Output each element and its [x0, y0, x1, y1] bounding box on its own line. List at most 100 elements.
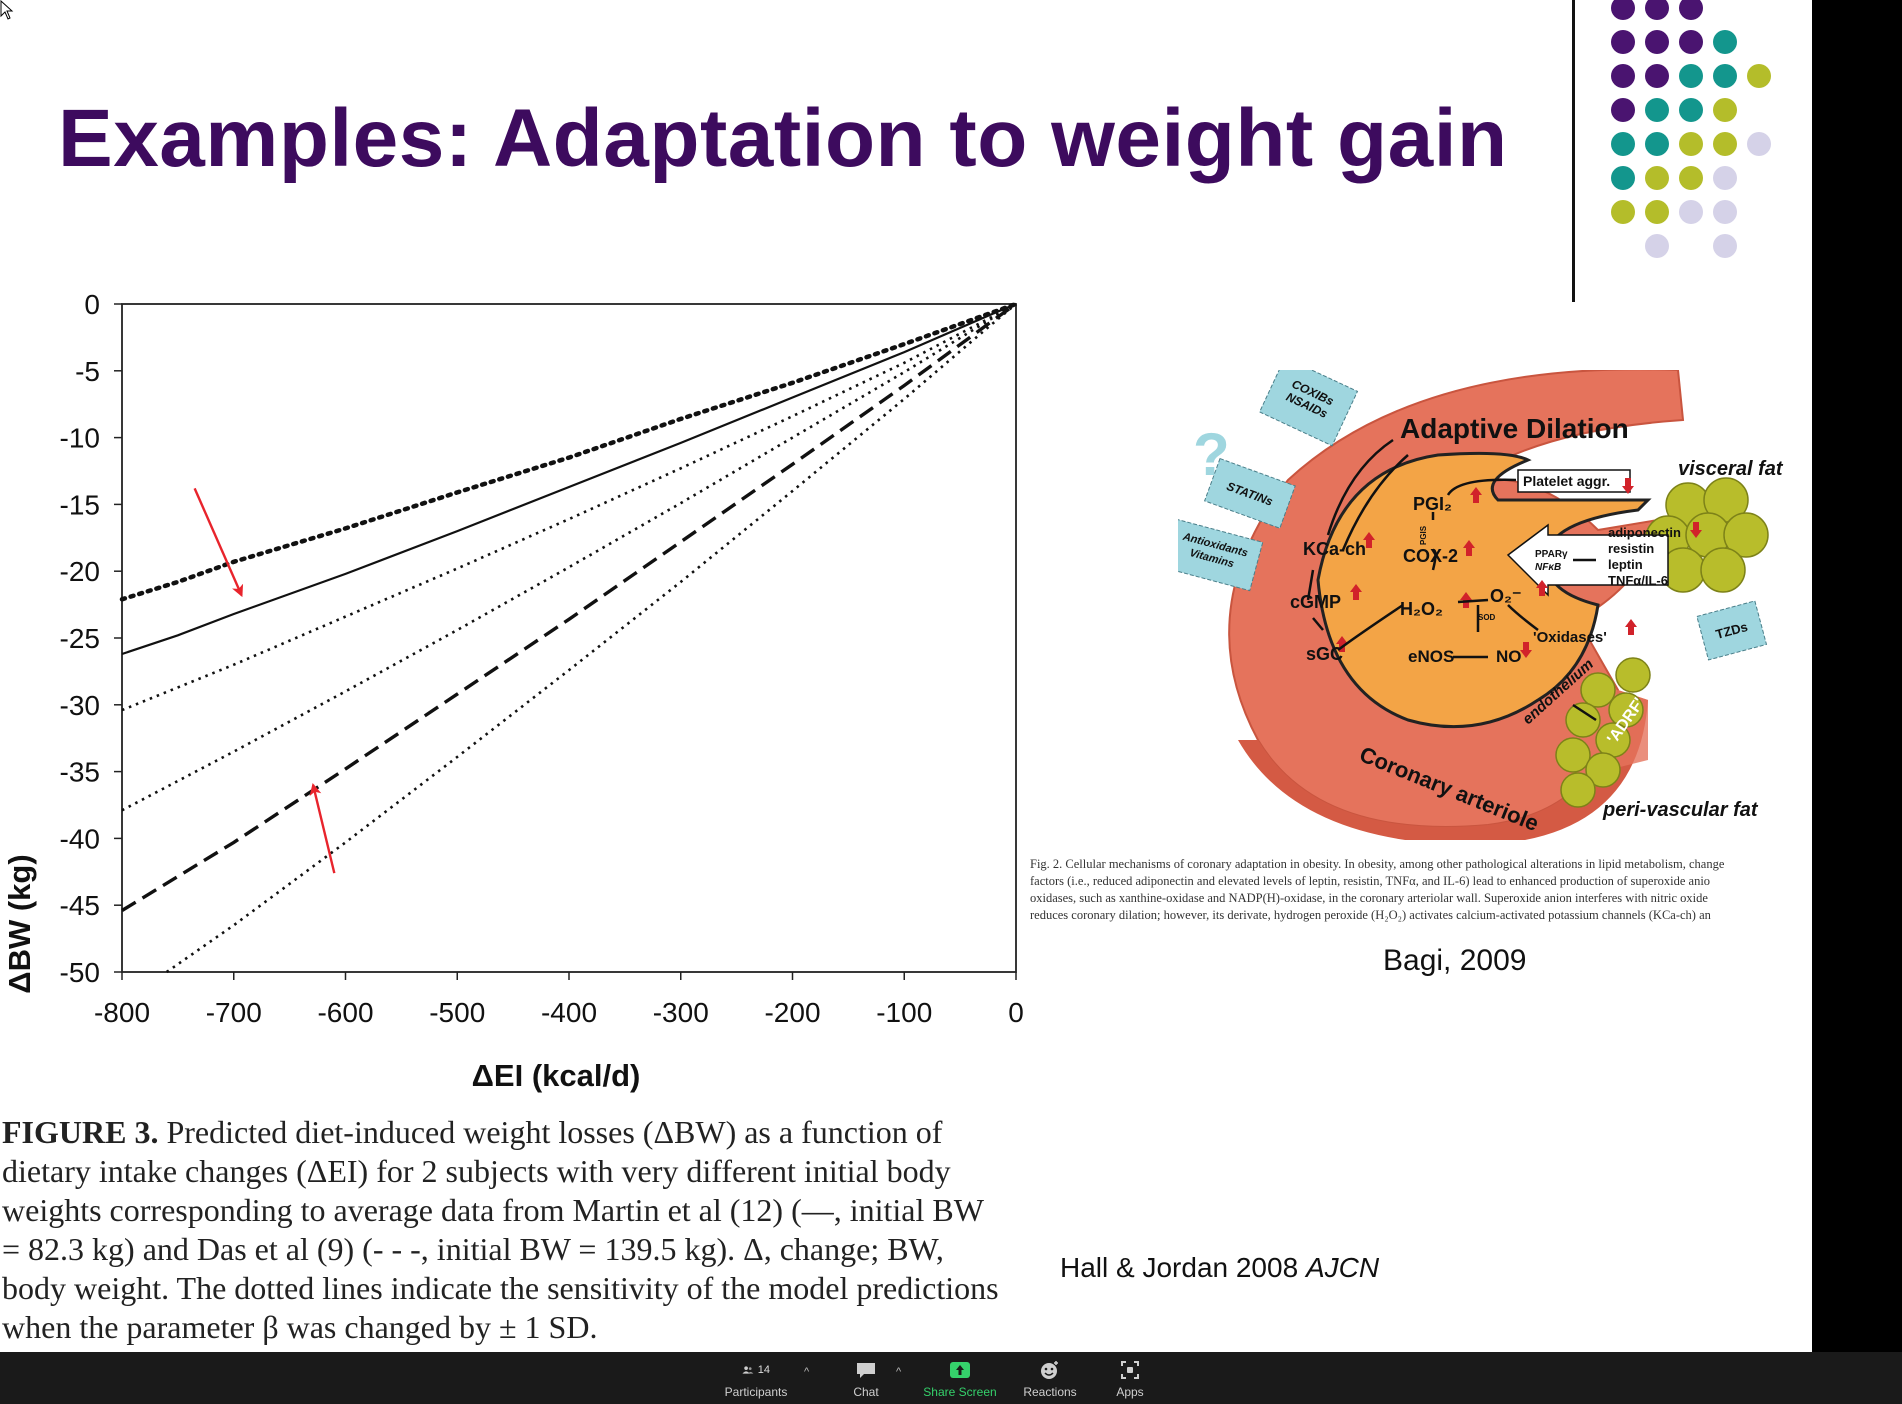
sod-label: SOD — [1478, 613, 1496, 622]
adipokine-adiponectin: adiponectin — [1608, 525, 1681, 540]
decor-dot — [1645, 234, 1669, 258]
plot-frame — [121, 303, 1017, 973]
participants-label: Participants — [724, 1385, 788, 1399]
caption-figure-label: FIGURE 3. — [2, 1114, 159, 1150]
series-line-dotted — [121, 302, 1017, 812]
no-label: NO — [1496, 647, 1522, 666]
apps-icon — [1116, 1359, 1144, 1381]
chat-caret-icon[interactable]: ^ — [896, 1366, 902, 1378]
chart-annotation-group — [193, 487, 336, 874]
citation-hall-jordan: Hall & Jordan 2008 AJCN — [1060, 1252, 1379, 1284]
decor-dot — [1679, 98, 1703, 122]
plot-area-frame — [121, 303, 1017, 973]
decor-dot — [1679, 166, 1703, 190]
adipokine-tnf: TNFα/IL-6 — [1608, 573, 1668, 588]
drug-antioxidants: Antioxidants Vitamins — [1178, 518, 1264, 592]
caption-line: FIGURE 3. Predicted diet-induced weight … — [2, 1113, 1028, 1152]
fig2-caption-line: reduces coronary dilation; however, its … — [1030, 908, 1711, 922]
caption-line: body weight. The dotted lines indicate t… — [2, 1270, 999, 1306]
decor-dot — [1611, 98, 1635, 122]
decor-dot — [1645, 132, 1669, 156]
decor-dot — [1611, 200, 1635, 224]
y-tick-label: -25 — [60, 623, 100, 654]
o2-label: O₂⁻ — [1490, 586, 1522, 606]
citation-hall-journal: AJCN — [1305, 1252, 1380, 1283]
weight-loss-chart: -800 -700 -600 -500 -400 -300 -200 -100 0 0 -5 -10… — [2, 289, 1024, 1093]
x-tick-label: -400 — [541, 997, 597, 1028]
window-edge-strip — [1812, 0, 1902, 1352]
decor-dot — [1645, 200, 1669, 224]
chart-series-group — [119, 301, 1019, 974]
reactions-button[interactable]: Reactions — [1018, 1352, 1082, 1404]
y-tick-label: -5 — [75, 356, 100, 387]
caption-line: = 82.3 kg) and Das et al (9) (- - -, ini… — [2, 1231, 944, 1267]
x-tick-label: -800 — [94, 997, 150, 1028]
sgc-label: sGC — [1306, 644, 1343, 664]
decor-dot — [1747, 132, 1771, 156]
decor-dot — [1713, 30, 1737, 54]
apps-button[interactable]: Apps — [1112, 1352, 1148, 1404]
decor-dot — [1679, 0, 1703, 20]
pgis-label: PGIS — [1419, 525, 1428, 545]
citation-hall-text: Hall & Jordan 2008 — [1060, 1252, 1306, 1283]
x-axis-label: ΔEI (kcal/d) — [472, 1058, 641, 1093]
cox2-label: COX-2 — [1403, 546, 1458, 566]
chat-icon — [852, 1359, 880, 1381]
reactions-icon — [1036, 1359, 1064, 1381]
y-tick-label: -50 — [60, 957, 100, 988]
pathway-arrows — [1306, 438, 1597, 722]
y-axis-label: ΔBW (kg) — [2, 854, 37, 993]
series-line-dashed — [121, 302, 1017, 912]
chat-button[interactable]: Chat — [846, 1352, 886, 1404]
decor-dot — [1645, 98, 1669, 122]
drug-tzds: TZDs — [1696, 600, 1768, 661]
decor-dot — [1645, 166, 1669, 190]
drug-statins: STATINs — [1203, 457, 1296, 529]
participants-button[interactable]: 14 Participants — [716, 1352, 796, 1404]
decor-dot — [1645, 64, 1669, 88]
series-line-dotted — [165, 303, 1017, 974]
caption-line: dietary intake changes (ΔEI) for 2 subje… — [2, 1153, 951, 1189]
red-arrow-annotation — [309, 783, 336, 874]
y-tick-label: -35 — [60, 757, 100, 788]
x-tick-label: -100 — [876, 997, 932, 1028]
x-tick-label: -200 — [764, 997, 820, 1028]
decor-dot — [1713, 200, 1737, 224]
y-tick-labels: 0 -5 -10 -15 -20 -25 -30 -35 -40 -45 -50 — [60, 289, 122, 988]
adipokine-leptin: leptin — [1608, 557, 1643, 572]
decor-dot — [1713, 132, 1737, 156]
mouse-cursor-icon — [0, 0, 14, 20]
series-line-dotted-bold — [119, 301, 1019, 602]
decor-dot — [1645, 0, 1669, 20]
platelet-aggr-label: Platelet aggr. — [1523, 473, 1610, 489]
decor-dot — [1611, 64, 1635, 88]
pgi2-label: PGI₂ — [1413, 494, 1452, 514]
apps-label: Apps — [1116, 1385, 1144, 1399]
share-screen-button[interactable]: Share Screen — [920, 1352, 1000, 1404]
regulation-arrows — [1336, 478, 1702, 658]
adipokine-resistin: resistin — [1608, 541, 1654, 556]
participants-icon: 14 — [742, 1359, 770, 1381]
coronary-adaptation-diagram: COXIBs NSAIDs ? STATINs Antioxidants Vit… — [1178, 370, 1784, 840]
oxidases-label: 'Oxidases' — [1533, 629, 1607, 646]
decor-dot — [1611, 30, 1635, 54]
caption-line: when the parameter β was changed by ± 1 … — [2, 1309, 598, 1345]
decor-dot — [1679, 132, 1703, 156]
decor-dot — [1679, 200, 1703, 224]
series-line-solid — [121, 302, 1017, 656]
decor-dot — [1713, 166, 1737, 190]
figure3-caption: FIGURE 3. Predicted diet-induced weight … — [2, 1113, 1028, 1347]
red-arrow-annotation — [193, 487, 244, 598]
share-screen-icon — [946, 1359, 974, 1381]
y-tick-label: -20 — [60, 556, 100, 587]
h2o2-label: H₂O₂ — [1400, 599, 1443, 619]
fig2-caption-line: Fig. 2. Cellular mechanisms of coronary … — [1030, 857, 1725, 871]
chat-label: Chat — [853, 1385, 879, 1399]
fig2-caption-line: factors (i.e., reduced adiponectin and e… — [1030, 874, 1711, 888]
y-tick-label: -15 — [60, 489, 100, 520]
figure2-caption: Fig. 2. Cellular mechanisms of coronary … — [1030, 856, 1812, 924]
drug-coxibs: COXIBs NSAIDs — [1258, 370, 1359, 447]
participants-caret-icon[interactable]: ^ — [804, 1366, 810, 1378]
x-tick-labels: -800 -700 -600 -500 -400 -300 -200 -100 0 — [94, 972, 1024, 1028]
x-tick-label: -700 — [206, 997, 262, 1028]
